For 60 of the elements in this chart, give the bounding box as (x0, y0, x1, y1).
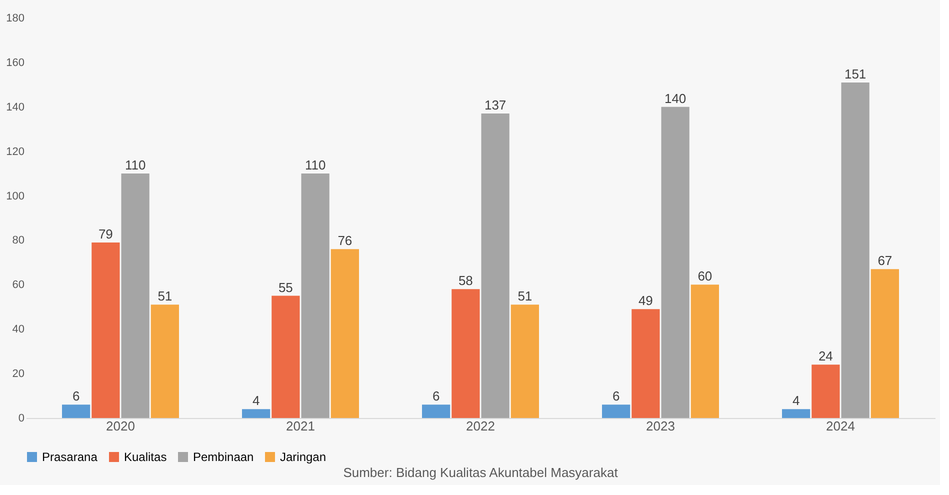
bar (330, 249, 359, 418)
data-label: 110 (124, 158, 146, 173)
bar (510, 304, 539, 418)
y-tick-label: 0 (18, 412, 24, 424)
bar (150, 304, 179, 418)
bar (870, 269, 899, 418)
data-label: 49 (638, 293, 653, 308)
data-label: 6 (72, 388, 80, 404)
bar (602, 404, 630, 418)
bar (452, 289, 480, 418)
bar (92, 242, 120, 418)
bar (62, 404, 90, 418)
bar (121, 174, 150, 418)
y-tick-label: 80 (12, 234, 24, 247)
y-tick-label: 40 (12, 324, 24, 336)
data-label: 137 (484, 98, 506, 113)
x-tick-label: 2022 (466, 418, 495, 434)
y-tick-label: 60 (12, 279, 24, 292)
y-tick-label: 160 (6, 56, 24, 69)
y-tick-label: 180 (6, 12, 24, 24)
x-tick-label: 2023 (646, 418, 675, 434)
text: Sumber: Bidang Kualitas Akuntabel Masyarakat (343, 465, 618, 480)
bar (422, 404, 450, 418)
y-tick-label: 20 (12, 368, 24, 380)
data-label: 110 (304, 158, 326, 173)
data-label: 24 (818, 348, 833, 364)
data-label: 4 (252, 393, 260, 408)
legend-label: Jaringan (280, 450, 326, 464)
data-label: 55 (278, 280, 293, 295)
legend-label: Prasarana (42, 450, 98, 464)
bar (272, 296, 300, 418)
data-label: 58 (458, 273, 473, 288)
y-tick-label: 140 (6, 101, 24, 114)
legend-label: Kualitas (124, 450, 167, 464)
y-tick-label: 100 (6, 190, 24, 202)
bar (690, 284, 719, 418)
data-label: 6 (432, 388, 440, 404)
data-label: 6 (612, 388, 620, 404)
data-label: 51 (518, 288, 532, 304)
bar (242, 409, 270, 418)
x-tick-label: 2021 (286, 418, 315, 434)
bar (812, 364, 840, 418)
bar (841, 82, 870, 418)
data-label: 79 (98, 226, 113, 242)
x-tick-label: 2020 (106, 418, 135, 434)
data-label: 4 (792, 393, 800, 408)
bar (632, 309, 660, 418)
bar (481, 114, 510, 418)
bar (301, 174, 330, 418)
bar (661, 106, 690, 418)
x-tick-label: 2024 (826, 418, 855, 434)
data-label: 60 (698, 268, 712, 284)
bar (782, 409, 810, 418)
legend-label: Pembinaan (193, 450, 254, 464)
data-label: 51 (158, 288, 172, 304)
data-label: 67 (878, 253, 892, 268)
data-label: 151 (844, 66, 866, 82)
y-tick-label: 120 (6, 146, 24, 158)
data-label: 140 (664, 90, 686, 106)
data-label: 76 (338, 233, 352, 248)
